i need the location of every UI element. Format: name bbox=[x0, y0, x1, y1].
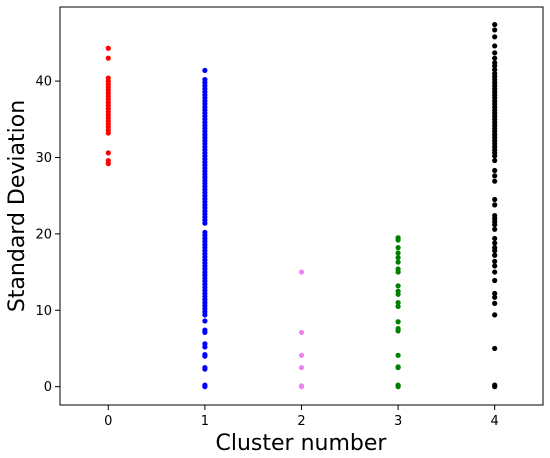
data-point-cluster-2 bbox=[298, 269, 305, 275]
data-point-cluster-4 bbox=[492, 167, 498, 174]
data-point-cluster-4 bbox=[492, 384, 498, 390]
data-point-cluster-2 bbox=[298, 352, 305, 358]
data-point-cluster-3 bbox=[395, 269, 401, 275]
data-point-cluster-4 bbox=[492, 196, 498, 203]
data-point-cluster-1 bbox=[202, 329, 208, 336]
data-point-cluster-3 bbox=[395, 237, 401, 243]
data-point-cluster-4 bbox=[492, 294, 498, 300]
data-point-cluster-0 bbox=[105, 130, 111, 136]
data-point-cluster-4 bbox=[492, 235, 498, 242]
data-point-cluster-4 bbox=[492, 226, 498, 232]
data-point-cluster-1 bbox=[202, 220, 208, 226]
data-point-cluster-0 bbox=[105, 55, 111, 61]
data-point-cluster-3 bbox=[395, 364, 401, 371]
data-point-cluster-4 bbox=[492, 222, 498, 228]
data-point-cluster-3 bbox=[395, 303, 401, 310]
x-tick-label: 1 bbox=[201, 414, 209, 429]
data-point-cluster-2 bbox=[298, 329, 305, 336]
data-point-cluster-3 bbox=[395, 328, 401, 334]
data-point-cluster-1 bbox=[202, 384, 208, 390]
data-point-cluster-4 bbox=[492, 34, 498, 40]
data-point-cluster-4 bbox=[492, 153, 498, 159]
data-point-cluster-4 bbox=[492, 178, 498, 184]
y-axis-ticks: 0 10 20 30 40 bbox=[35, 75, 60, 395]
x-tick-label: 0 bbox=[104, 414, 112, 429]
data-point-cluster-1 bbox=[202, 312, 208, 318]
data-point-cluster-3 bbox=[395, 259, 401, 265]
x-axis-label: Cluster number bbox=[216, 431, 388, 456]
y-tick-label: 10 bbox=[35, 304, 52, 319]
data-point-cluster-4 bbox=[492, 345, 498, 352]
data-point-cluster-1 bbox=[202, 344, 208, 350]
data-point-cluster-4 bbox=[492, 157, 498, 164]
plot-area bbox=[59, 6, 544, 406]
data-point-cluster-3 bbox=[395, 291, 401, 297]
data-point-cluster-4 bbox=[492, 63, 498, 69]
data-point-cluster-2 bbox=[298, 364, 305, 371]
data-point-cluster-1 bbox=[202, 353, 208, 359]
y-tick-label: 30 bbox=[35, 151, 52, 166]
data-point-cluster-4 bbox=[492, 43, 498, 49]
data-point-cluster-4 bbox=[492, 269, 498, 275]
x-tick-label: 2 bbox=[297, 414, 305, 429]
data-point-cluster-0 bbox=[105, 161, 111, 167]
data-point-cluster-4 bbox=[492, 252, 498, 258]
data-point-cluster-4 bbox=[492, 290, 498, 297]
x-tick-label: 4 bbox=[491, 414, 499, 429]
data-point-cluster-4 bbox=[492, 258, 498, 264]
data-point-cluster-2 bbox=[298, 384, 305, 390]
data-point-cluster-4 bbox=[492, 312, 498, 318]
data-point-cluster-4 bbox=[492, 263, 498, 269]
data-point-cluster-4 bbox=[492, 21, 498, 28]
data-point-cluster-4 bbox=[492, 248, 498, 254]
data-point-cluster-1 bbox=[202, 366, 208, 372]
y-tick-label: 0 bbox=[44, 380, 52, 395]
data-point-cluster-0 bbox=[105, 45, 111, 51]
points-layer bbox=[105, 21, 498, 390]
data-point-cluster-3 bbox=[395, 352, 401, 358]
data-point-cluster-4 bbox=[492, 202, 498, 208]
data-point-cluster-4 bbox=[492, 277, 498, 284]
data-point-cluster-1 bbox=[202, 318, 208, 324]
data-point-cluster-3 bbox=[395, 319, 401, 325]
data-point-cluster-3 bbox=[395, 300, 401, 306]
y-tick-label: 40 bbox=[35, 75, 52, 90]
data-point-cluster-4 bbox=[492, 67, 498, 73]
y-axis-label: Standard Deviation bbox=[5, 100, 30, 312]
data-point-cluster-4 bbox=[492, 300, 498, 306]
data-point-cluster-4 bbox=[492, 240, 498, 246]
data-point-cluster-3 bbox=[395, 250, 401, 256]
data-point-cluster-3 bbox=[395, 283, 401, 289]
data-point-cluster-4 bbox=[492, 173, 498, 179]
data-point-cluster-4 bbox=[492, 55, 498, 61]
data-point-cluster-0 bbox=[105, 150, 111, 156]
data-point-cluster-4 bbox=[492, 50, 498, 56]
data-point-cluster-1 bbox=[202, 67, 208, 74]
data-point-cluster-3 bbox=[395, 245, 401, 251]
data-point-cluster-3 bbox=[395, 254, 401, 261]
data-point-cluster-3 bbox=[395, 384, 401, 390]
x-tick-label: 3 bbox=[394, 414, 402, 429]
y-tick-label: 20 bbox=[35, 227, 52, 242]
x-axis-ticks: 0 1 2 3 4 bbox=[104, 405, 499, 429]
data-point-cluster-4 bbox=[492, 27, 498, 33]
